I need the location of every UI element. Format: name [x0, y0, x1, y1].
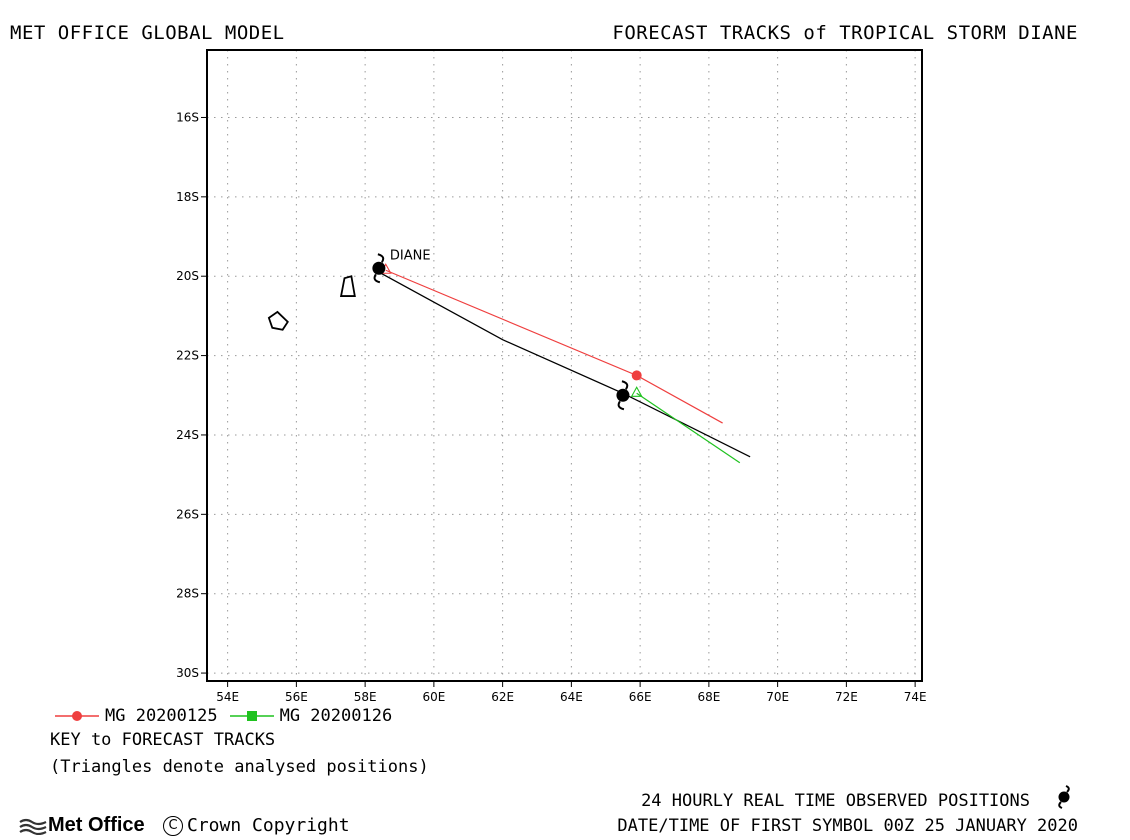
- copyright: C Crown Copyright: [163, 815, 350, 836]
- logo-text: Met Office: [48, 814, 145, 836]
- map-ticks: 54E 56E 58E 60E 62E 64E 66E 68E 70E 72E 74E 16S 18S 2…: [176, 110, 926, 704]
- tick-label-lon: 56E: [285, 690, 308, 704]
- storm-symbol-arm: [377, 253, 385, 263]
- header-right-title: FORECAST TRACKS of TROPICAL STORM DIANE: [612, 22, 1078, 44]
- tick-label-lon: 66E: [629, 690, 652, 704]
- header-left-title: MET OFFICE GLOBAL MODEL: [10, 22, 285, 44]
- first-symbol-date: DATE/TIME OF FIRST SYMBOL 00Z 25 JANUARY…: [617, 816, 1078, 836]
- key-note: (Triangles denote analysed positions): [50, 757, 429, 777]
- tick-label-lon: 62E: [491, 690, 514, 704]
- forecast-track-line-0: [385, 269, 723, 424]
- green-square-line-icon: [229, 711, 274, 721]
- analysed-position-triangle: [630, 386, 643, 397]
- tick-label-lon: 54E: [216, 690, 239, 704]
- map-tracks: [372, 253, 751, 464]
- tick-label-lat: 30S: [176, 666, 199, 680]
- legend-entry-mg-20200126: MG 20200126: [229, 706, 393, 726]
- storm-symbol-arm: [373, 273, 381, 284]
- copyright-icon: C: [163, 815, 183, 836]
- tick-label-lat: 24S: [176, 428, 199, 442]
- tick-label-lon: 70E: [766, 690, 789, 704]
- legend-label: MG 20200125: [105, 706, 218, 726]
- legend: MG 20200125 MG 20200126: [55, 706, 404, 726]
- map-grid: [207, 50, 922, 681]
- legend-label: MG 20200126: [279, 706, 393, 726]
- island-reunion: [267, 310, 289, 331]
- storm-symbol-core: [372, 261, 386, 275]
- map-frame: [206, 49, 923, 682]
- storm-label: DIANE: [390, 248, 431, 263]
- observed-track-line: [375, 269, 751, 458]
- tick-label-lon: 74E: [904, 690, 927, 704]
- observed-positions-note: 24 HOURLY REAL TIME OBSERVED POSITIONS: [641, 791, 1030, 811]
- tick-label-lat: 28S: [176, 587, 199, 601]
- tick-label-lat: 16S: [176, 110, 199, 124]
- met-office-wave-icon: [19, 818, 47, 835]
- forecast-track-line-1: [636, 392, 741, 464]
- tick-label-lon: 68E: [697, 690, 720, 704]
- tick-label-lat: 20S: [176, 269, 199, 283]
- tick-label-lon: 60E: [422, 690, 445, 704]
- copyright-text: Crown Copyright: [187, 815, 350, 836]
- storm-symbol-arm: [621, 380, 629, 390]
- met-office-logo: Met Office: [18, 814, 145, 837]
- red-circle-line-icon: [55, 711, 99, 721]
- tick-label-lon: 72E: [835, 690, 858, 704]
- storm-symbol-icon: [1058, 785, 1070, 809]
- key-title: KEY to FORECAST TRACKS: [50, 730, 276, 750]
- island-mauritius: [339, 275, 356, 297]
- tick-label-lat: 26S: [176, 507, 199, 521]
- legend-entry-mg-20200125: MG 20200125: [55, 706, 218, 726]
- storm-symbol-icon: [372, 253, 386, 284]
- tick-label-lat: 22S: [176, 349, 199, 363]
- map-islands: [267, 275, 356, 331]
- storm-symbol-arm: [617, 400, 625, 411]
- tick-label-lon: 64E: [560, 690, 583, 704]
- forecast-marker-circle: [631, 370, 642, 381]
- storm-symbol-core: [616, 388, 630, 402]
- tick-label-lon: 58E: [354, 690, 377, 704]
- tick-label-lat: 18S: [176, 190, 199, 204]
- storm-symbol-icon: [616, 380, 630, 411]
